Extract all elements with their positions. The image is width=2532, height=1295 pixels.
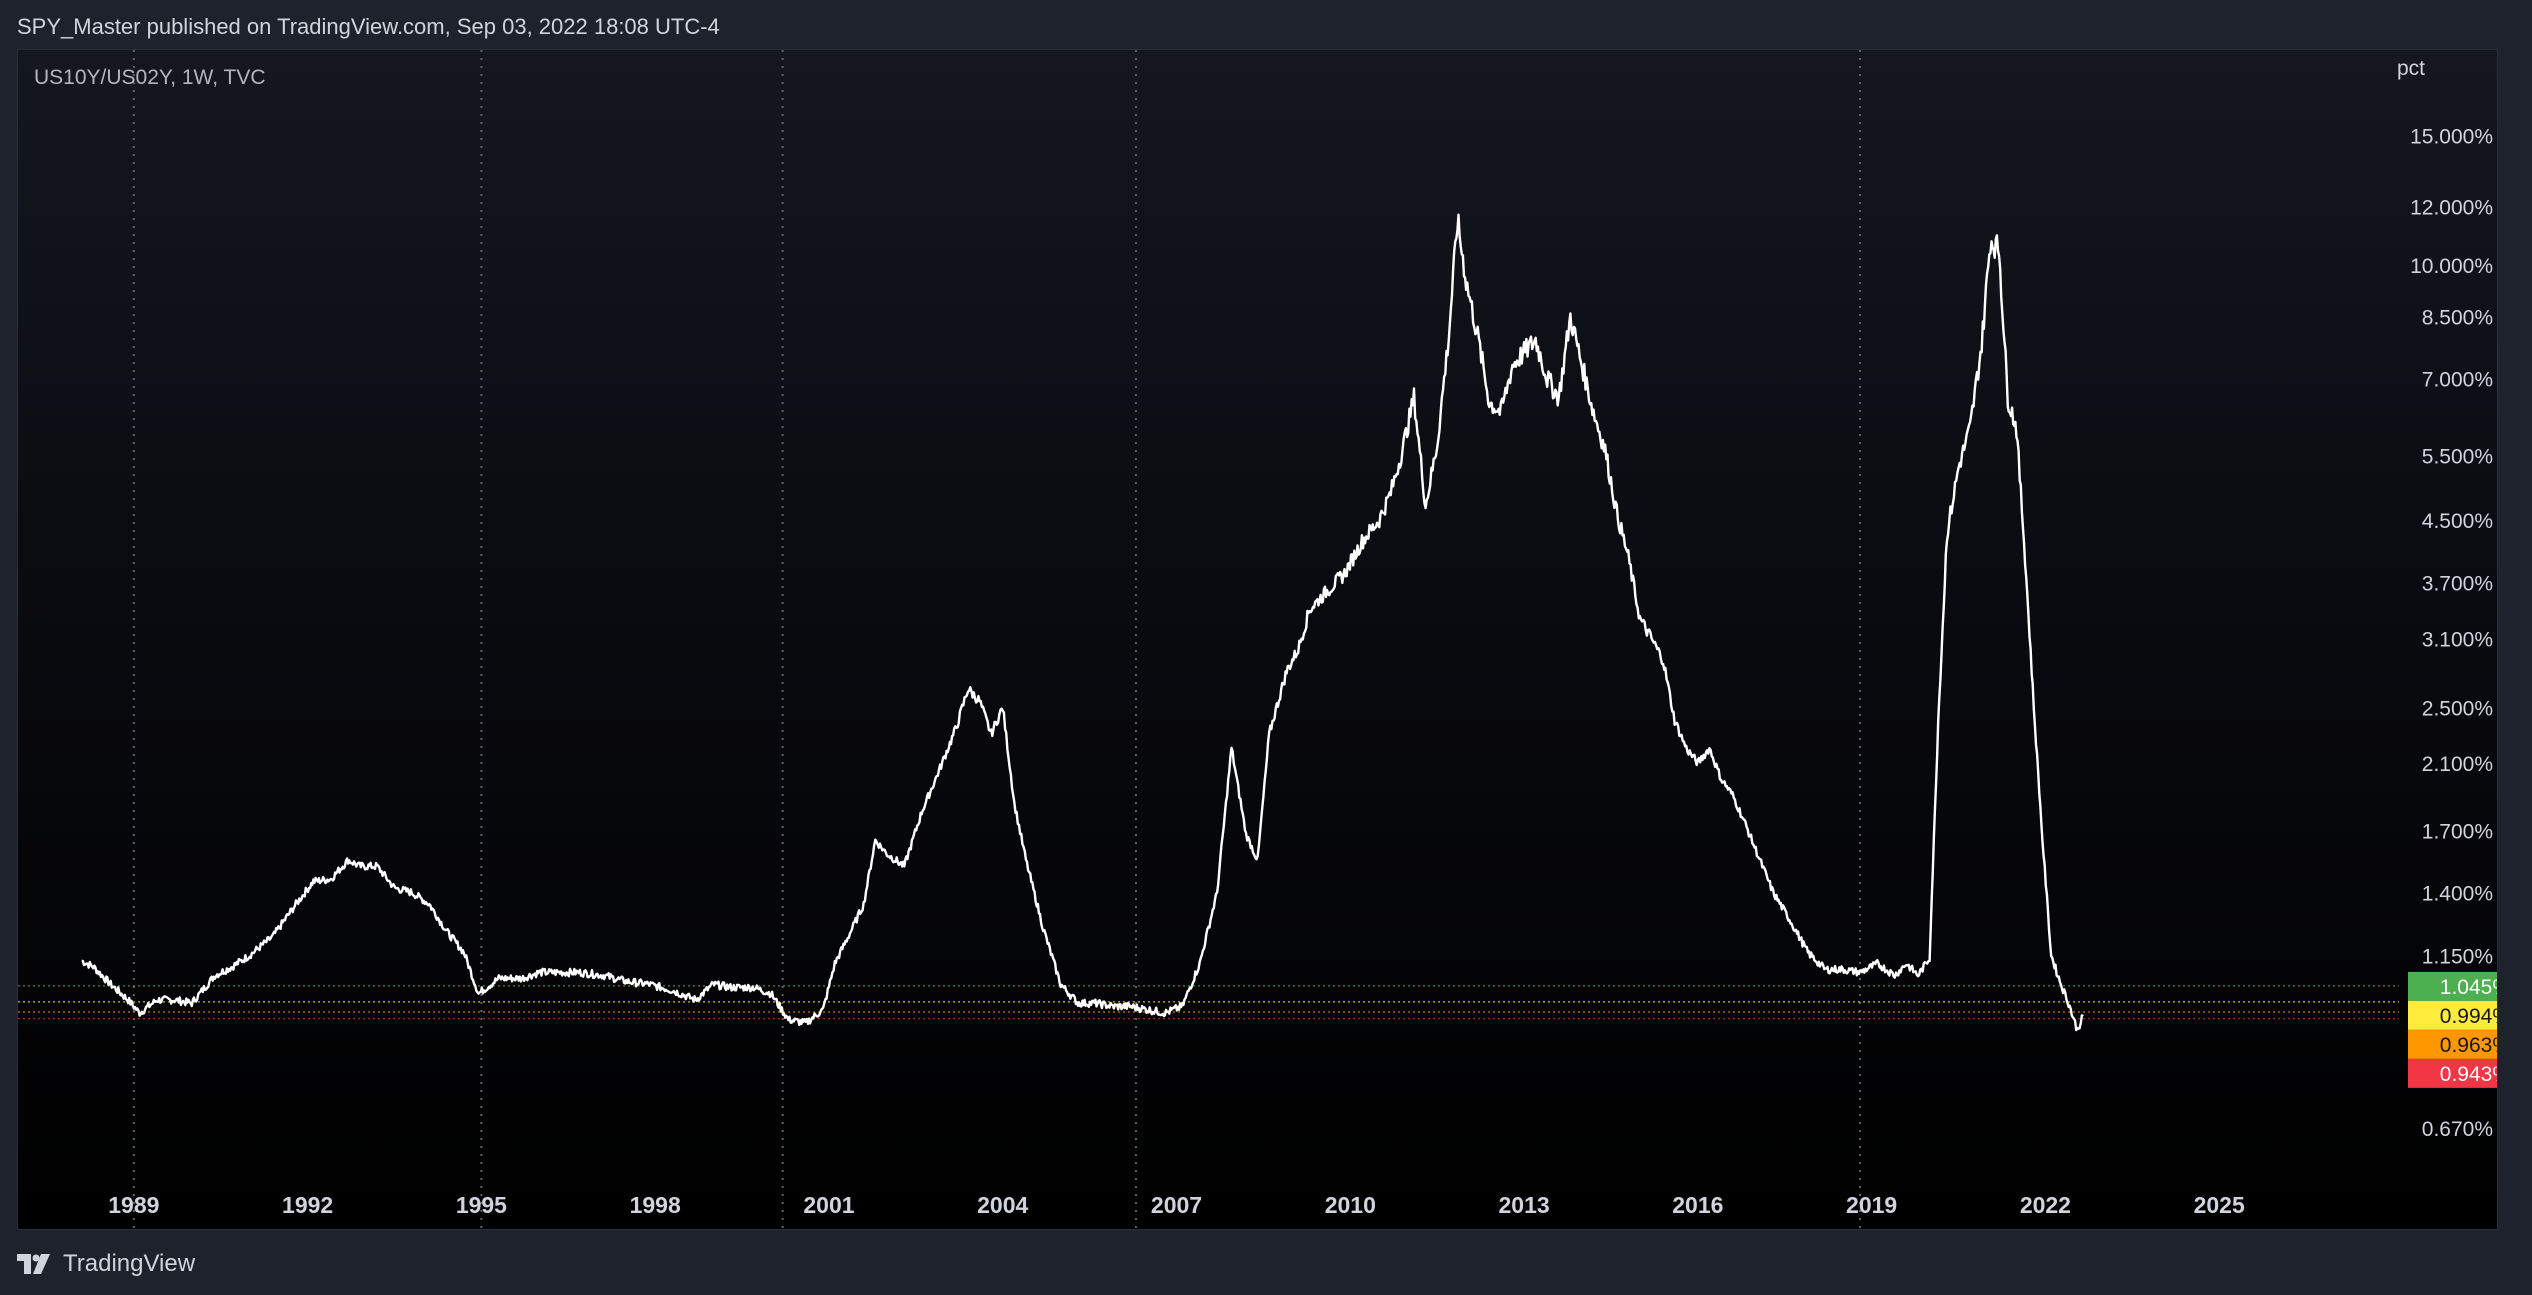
level-badge	[2408, 1000, 2497, 1030]
x-tick-label: 2016	[1672, 1192, 1723, 1218]
publication-header: SPY_Master published on TradingView.com,…	[0, 0, 2532, 50]
tradingview-logo-text: TradingView	[63, 1250, 196, 1277]
x-tick-label: 1989	[108, 1192, 159, 1218]
footer-bar: TradingView	[0, 1230, 2532, 1295]
level-badge	[2408, 971, 2497, 1001]
level-badge-label: 0.943%	[2440, 1063, 2497, 1086]
level-badge-label: 0.963%	[2440, 1034, 2497, 1057]
publication-info: SPY_Master published on TradingView.com,…	[17, 14, 720, 39]
y-tick-label: 0.670%	[2422, 1118, 2493, 1141]
x-tick-label: 2025	[2194, 1192, 2245, 1218]
x-tick-label: 2007	[1151, 1192, 1202, 1218]
y-tick-label: 15.000%	[2410, 125, 2493, 148]
x-tick-label: 1998	[630, 1192, 681, 1218]
x-tick-label: 2004	[977, 1192, 1028, 1218]
tradingview-logo-icon	[17, 1254, 50, 1274]
tradingview-logo[interactable]: TradingView	[17, 1250, 195, 1278]
x-tick-label: 2010	[1325, 1192, 1376, 1218]
x-tick-label: 2001	[803, 1192, 854, 1218]
x-tick-label: 1995	[456, 1192, 507, 1218]
y-tick-label: 1.700%	[2422, 821, 2493, 844]
y-tick-label: 12.000%	[2410, 197, 2493, 220]
level-badge-label: 1.045%	[2440, 976, 2497, 999]
chart-pane[interactable]: 1989 1992 1995 1998 2001 2004 2007 2010 2013 2016…	[17, 49, 2498, 1230]
series-line	[81, 213, 2084, 1032]
level-badge	[2408, 1058, 2497, 1088]
y-tick-label: 8.500%	[2422, 307, 2493, 330]
level-badge	[2408, 1029, 2497, 1059]
level-badge-label: 0.994%	[2440, 1005, 2497, 1028]
y-tick-label: 2.500%	[2422, 697, 2493, 720]
y-tick-label: 5.500%	[2422, 446, 2493, 469]
y-tick-label: 3.700%	[2422, 572, 2493, 595]
x-tick-label: 1992	[282, 1192, 333, 1218]
y-tick-label: 2.100%	[2422, 753, 2493, 776]
x-tick-label: 2013	[1498, 1192, 1549, 1218]
y-tick-label: 1.150%	[2422, 945, 2493, 968]
x-tick-label: 2022	[2020, 1192, 2071, 1218]
y-tick-label: 10.000%	[2410, 255, 2493, 278]
y-tick-label: 7.000%	[2422, 369, 2493, 392]
y-tick-label: 1.400%	[2422, 883, 2493, 906]
price-chart[interactable]: 1989 1992 1995 1998 2001 2004 2007 2010 2013 2016…	[18, 50, 2497, 1229]
y-tick-label: 4.500%	[2422, 510, 2493, 533]
y-tick-label: 3.100%	[2422, 629, 2493, 652]
symbol-label: US10Y/US02Y, 1W, TVC	[34, 66, 266, 89]
y-axis-unit-label: pct	[2397, 57, 2425, 80]
x-tick-label: 2019	[1846, 1192, 1897, 1218]
